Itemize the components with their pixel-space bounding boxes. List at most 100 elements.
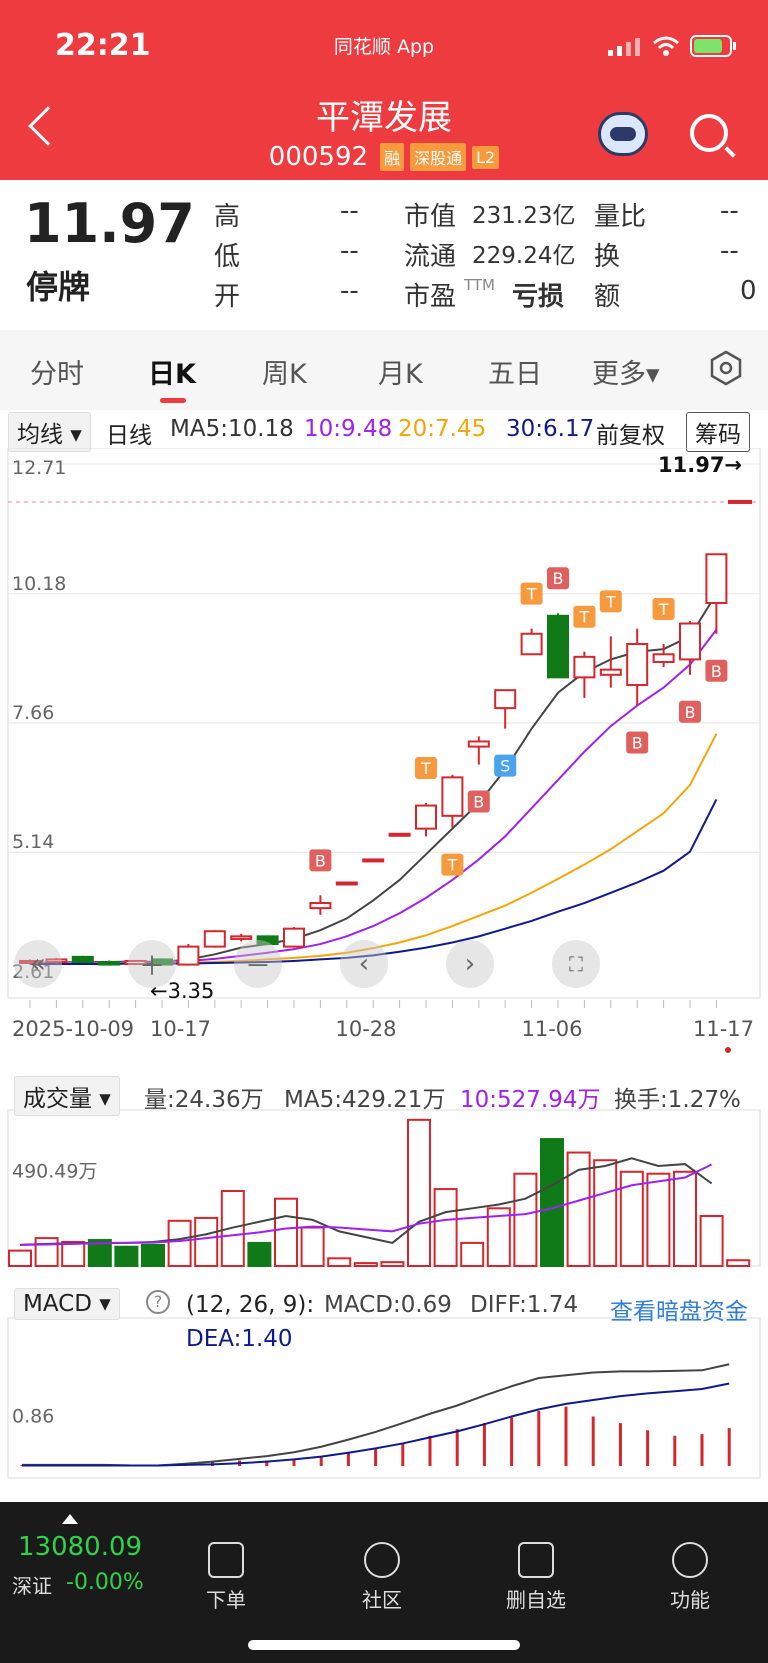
zoom-out-button[interactable]: － — [234, 940, 282, 988]
volume-bar — [114, 1245, 139, 1267]
next-button[interactable]: › — [446, 940, 494, 988]
order-button[interactable]: 下单 — [166, 1542, 286, 1613]
settings-hex-icon[interactable] — [708, 350, 744, 386]
volume-value: 量:24.36万 — [144, 1087, 264, 1113]
volume-bar — [407, 1118, 431, 1267]
volume-bar — [513, 1172, 538, 1268]
low-price-label: ←3.35 — [150, 979, 214, 1003]
community-label: 社区 — [362, 1588, 402, 1612]
help-icon[interactable]: ? — [146, 1290, 170, 1314]
high-label: 高 — [214, 202, 241, 232]
adjust-mode[interactable]: 前复权 — [596, 423, 665, 449]
tab-daily-k[interactable]: 日K — [148, 359, 196, 390]
bottom-toolbar: 13080.09 深证 -0.00% 下单 社区 删自选 功能 — [0, 1502, 768, 1663]
volume-legend-row: 成交量 ▾ 量:24.36万 MA5:429.21万 10:527.94万 换手… — [0, 1076, 768, 1116]
search-icon[interactable] — [690, 114, 728, 152]
diff-value: DIFF:1.74 — [470, 1292, 579, 1318]
remove-watchlist-button[interactable]: 删自选 — [476, 1542, 596, 1613]
signal-marker-box — [494, 754, 517, 777]
volume-bar — [540, 1138, 564, 1267]
menu-circle-icon — [672, 1542, 708, 1578]
mcap-label: 市值 — [404, 202, 457, 232]
signal-marker-box — [415, 757, 437, 780]
signal-marker-box — [547, 567, 569, 590]
functions-button[interactable]: 功能 — [630, 1542, 750, 1613]
volume-bar — [486, 1207, 511, 1267]
float-label: 流通 — [404, 242, 457, 272]
macd-select[interactable]: MACD ▾ — [14, 1288, 120, 1320]
prev-button[interactable]: ‹ — [340, 940, 388, 988]
candle-body — [230, 935, 253, 940]
volume-bar — [726, 1259, 751, 1268]
tab-intraday[interactable]: 分时 — [30, 359, 84, 390]
up-triangle-icon — [62, 1514, 78, 1524]
signal-marker-box — [467, 790, 490, 813]
ma10-value: 10:9.48 — [304, 416, 393, 442]
active-tab-indicator — [160, 398, 186, 403]
volume-bar — [460, 1241, 485, 1268]
candle-body — [573, 655, 596, 679]
signal-marker-B: B — [553, 569, 564, 588]
candle-body — [45, 958, 68, 963]
candle-body — [335, 881, 358, 886]
signal-marker-box — [573, 605, 596, 628]
stock-name: 平潭发展 — [316, 98, 452, 138]
period-label: 日线 — [106, 423, 152, 449]
candle-body — [362, 858, 385, 863]
signal-marker-B: B — [711, 662, 722, 681]
last-price: 11.97 — [24, 192, 195, 255]
ma-legend-row: 均线 ▾ 日线 MA5:10.18 10:9.48 20:7.45 30:6.1… — [0, 410, 768, 452]
volume-select[interactable]: 成交量 ▾ — [14, 1076, 120, 1116]
open-value: -- — [340, 276, 359, 306]
signal-marker-B: B — [473, 793, 484, 812]
zoom-in-button[interactable]: ＋ — [128, 940, 176, 988]
kline-chart[interactable]: 12.7110.187.665.142.6111.97→BTTBSTBTTBTB… — [0, 448, 768, 1502]
robot-assistant-icon[interactable] — [598, 112, 648, 156]
volume-bar — [646, 1172, 671, 1268]
turnover-label: 换 — [594, 242, 621, 272]
macd-legend-row: MACD ▾ ? (12, 26, 9): MACD:0.69 DIFF:1.7… — [0, 1288, 768, 1358]
tab-five-day[interactable]: 五日 — [488, 359, 542, 390]
macd-axis-tick: 0.86 — [12, 1406, 54, 1428]
volume-bar — [141, 1243, 165, 1267]
candle-body — [415, 804, 437, 830]
last-price-marker — [728, 499, 752, 504]
ma-line-20 — [30, 733, 718, 965]
signal-marker-box — [626, 731, 649, 754]
indicator-select-label: 均线 — [17, 422, 63, 448]
dark-pool-link[interactable]: 查看暗盘资金 — [610, 1299, 748, 1325]
indicator-select[interactable]: 均线 ▾ — [8, 412, 91, 452]
signal-marker-T: T — [526, 585, 537, 604]
candle-body — [547, 614, 569, 679]
signal-marker-T: T — [579, 608, 590, 627]
index-value[interactable]: 13080.09 — [18, 1532, 143, 1562]
tab-more[interactable]: 更多▾ — [592, 359, 660, 390]
candle-body — [151, 958, 173, 966]
tab-weekly-k[interactable]: 周K — [262, 359, 307, 390]
pe-ttm-label: TTM — [464, 276, 496, 294]
current-day-dot — [725, 1047, 731, 1053]
fullscreen-button[interactable]: ⛶ — [552, 940, 600, 988]
chip-button[interactable]: 筹码 — [686, 412, 750, 452]
community-button[interactable]: 社区 — [322, 1542, 442, 1613]
candle-body — [626, 643, 649, 687]
candle-body — [652, 653, 675, 663]
ma20-value: 20:7.45 — [398, 416, 487, 442]
volume-select-label: 成交量 — [23, 1086, 92, 1112]
tab-monthly-k[interactable]: 月K — [378, 359, 423, 390]
status-time: 22:21 — [55, 28, 151, 63]
volume-bar — [619, 1170, 644, 1267]
signal-marker-box — [652, 598, 675, 621]
date-axis-tick: 2025-10-09 — [12, 1017, 134, 1041]
mcap-value: 231.23亿 — [472, 203, 576, 229]
amount-value: 0 — [740, 276, 757, 306]
turnover-value: -- — [720, 236, 739, 266]
volume-bar — [300, 1226, 325, 1267]
signal-marker-box — [705, 659, 728, 682]
signal-marker-B: B — [632, 734, 643, 753]
rewind-button[interactable]: « — [14, 940, 62, 988]
price-axis-tick: 10.18 — [12, 573, 66, 595]
macd-panel-border — [7, 1317, 761, 1479]
candle-body — [705, 553, 728, 604]
turnover-rate: 换手:1.27% — [614, 1087, 741, 1113]
